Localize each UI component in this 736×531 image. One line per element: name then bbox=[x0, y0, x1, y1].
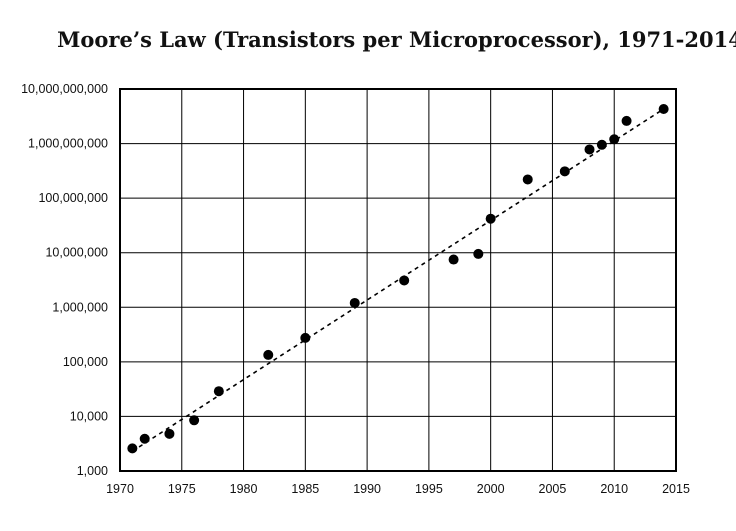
x-tick-labels: 1970 1975 1980 1985 1990 1995 2000 2005 2010 2015 bbox=[106, 482, 690, 496]
y-tick-label: 1,000,000 bbox=[52, 300, 108, 314]
data-point bbox=[559, 166, 570, 177]
data-point bbox=[127, 443, 138, 454]
y-tick-label: 100,000 bbox=[63, 355, 108, 369]
x-tick-label: 1975 bbox=[168, 482, 196, 496]
y-tick-label: 10,000,000 bbox=[45, 246, 108, 260]
data-point bbox=[213, 386, 224, 397]
plot-frame bbox=[119, 88, 677, 472]
y-tick-label: 10,000 bbox=[70, 409, 108, 423]
x-tick-label: 1990 bbox=[353, 482, 381, 496]
data-point bbox=[473, 248, 484, 259]
x-tick-label: 2000 bbox=[477, 482, 505, 496]
data-points bbox=[127, 104, 669, 454]
y-tick-label: 10,000,000,000 bbox=[21, 82, 108, 96]
x-tick-label: 1985 bbox=[291, 482, 319, 496]
data-point bbox=[596, 139, 607, 150]
chart-title: Moore’s Law (Transistors per Microproces… bbox=[57, 27, 736, 52]
data-point bbox=[485, 213, 496, 224]
trend-line bbox=[131, 108, 665, 452]
y-tick-labels: 1,000 10,000 100,000 1,000,000 10,000,000 100… bbox=[21, 82, 108, 478]
x-tick-label: 1995 bbox=[415, 482, 443, 496]
trend-line-group bbox=[131, 108, 665, 452]
data-point bbox=[189, 415, 200, 426]
x-tick-label: 2015 bbox=[662, 482, 690, 496]
x-tick-label: 2005 bbox=[539, 482, 567, 496]
data-point bbox=[139, 433, 150, 444]
y-tick-label: 100,000,000 bbox=[38, 191, 108, 205]
data-point bbox=[609, 134, 620, 145]
x-tick-label: 1970 bbox=[106, 482, 134, 496]
data-point bbox=[658, 104, 669, 115]
data-point bbox=[164, 428, 175, 439]
data-point bbox=[584, 144, 595, 155]
data-point bbox=[263, 349, 274, 360]
x-tick-label: 1980 bbox=[230, 482, 258, 496]
y-tick-label: 1,000 bbox=[77, 464, 108, 478]
data-point bbox=[399, 275, 410, 286]
data-point bbox=[522, 174, 533, 185]
data-point bbox=[300, 332, 311, 343]
data-point bbox=[349, 297, 360, 308]
x-tick-label: 2010 bbox=[600, 482, 628, 496]
data-point bbox=[448, 254, 459, 265]
data-point bbox=[621, 115, 632, 126]
y-tick-label: 1,000,000,000 bbox=[28, 137, 108, 151]
